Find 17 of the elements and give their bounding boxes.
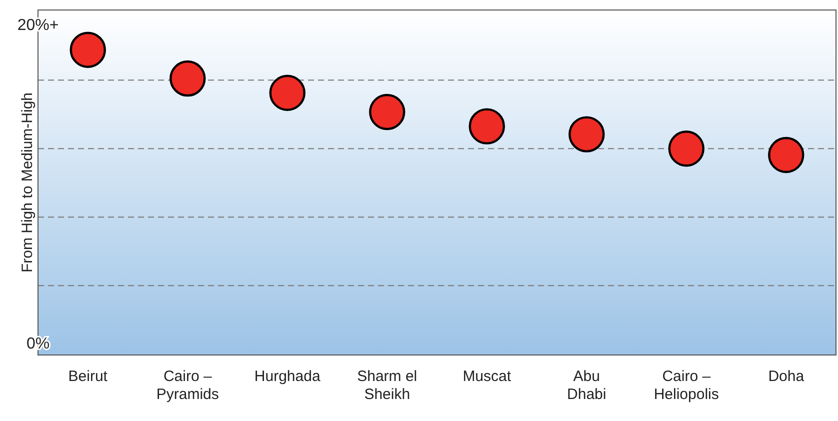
point [369, 94, 406, 130]
x-tick-label: Beirut [68, 368, 108, 385]
point [668, 130, 704, 167]
y-axis-title: From High to Medium-High [19, 92, 36, 273]
point [170, 60, 206, 97]
x-tick-label: Hurghada [254, 368, 321, 385]
x-tick-label: Cairo – Pyramids [156, 368, 219, 403]
x-tick-label: Abu Dhabi [567, 368, 606, 403]
point [468, 108, 505, 144]
point [768, 136, 804, 174]
point [568, 116, 605, 152]
x-tick-label: Doha [768, 368, 805, 385]
x-tick-label: Cairo – Heliopolis [654, 368, 719, 403]
x-tick-label: Muscat [462, 368, 512, 385]
x-tick-label: Sharm el Sheikh [357, 368, 418, 403]
point [269, 74, 306, 111]
point [70, 32, 106, 68]
